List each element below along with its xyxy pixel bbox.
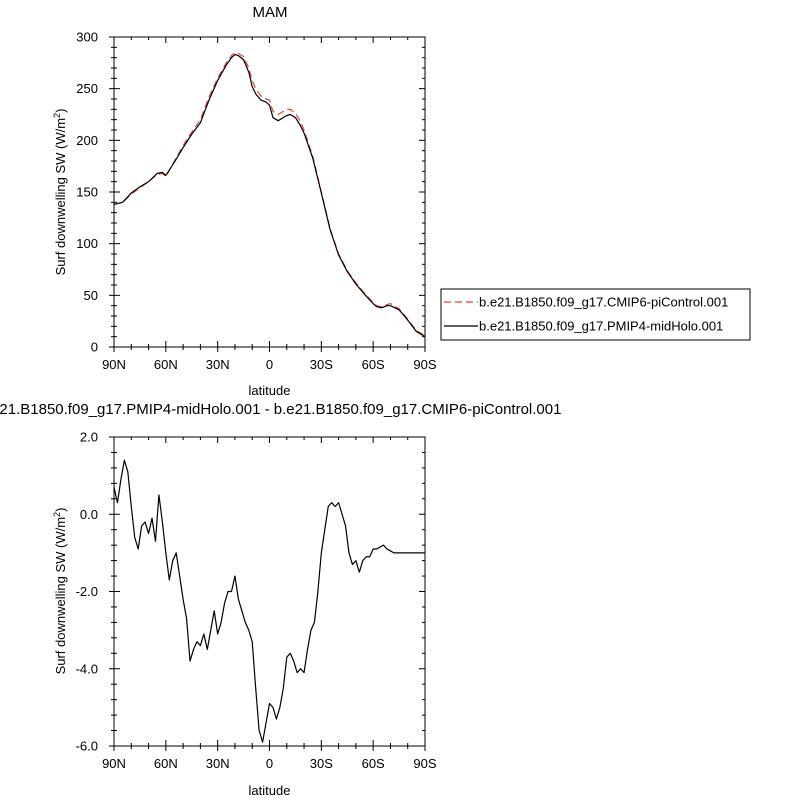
y-tick-label: 50 [84, 288, 98, 303]
x-tick-label: 90S [413, 357, 436, 372]
bottom-plot-area: 90N 60N 30N 0 30S 60S 90S 2.0 0.0 -2.0 -4.0 -6.0 [76, 430, 437, 772]
x-tick-label: 90N [102, 357, 126, 372]
y-tick-label: 0.0 [80, 507, 98, 522]
y-tick-label: -6.0 [76, 739, 98, 754]
y-tick-label: 200 [76, 133, 98, 148]
bottom-panel: b.e21.B1850.f09_g17.PMIP4-midHolo.001 - … [0, 401, 561, 798]
bottom-title: b.e21.B1850.f09_g17.PMIP4-midHolo.001 - … [0, 401, 561, 418]
top-y-axis-label-sup: 2 [52, 113, 62, 118]
top-legend: b.e21.B1850.f09_g17.CMIP6-piControl.001 … [440, 288, 751, 341]
legend-label-midholo: b.e21.B1850.f09_g17.PMIP4-midHolo.001 [479, 319, 723, 334]
y-tick-label: 300 [76, 30, 98, 45]
x-tick-label: 30S [310, 756, 333, 771]
bottom-y-axis-label-close: ) [53, 508, 68, 512]
legend-box [440, 288, 751, 341]
bottom-x-axis-label: latitude [249, 783, 291, 798]
y-tick-label: 250 [76, 81, 98, 96]
top-y-axis-label-text: Surf downwelling SW (W/m [53, 118, 68, 275]
top-plot-area: 90N 60N 30N 0 30S 60S 90S 0 50 100 150 200 250 300 [76, 30, 437, 373]
x-tick-label: 90N [102, 756, 126, 771]
bottom-y-axis-label-text: Surf downwelling SW (W/m [53, 517, 68, 674]
x-tick-label: 30N [206, 756, 230, 771]
top-y-axis-label-close: ) [53, 109, 68, 113]
top-x-axis-label: latitude [249, 383, 291, 398]
y-tick-label: 2.0 [80, 430, 98, 445]
x-tick-label: 30S [310, 357, 333, 372]
series-line-1-0 [113, 459, 425, 743]
series-line-0-1 [113, 53, 426, 338]
x-tick-label: 60S [362, 756, 385, 771]
top-title: MAM [253, 4, 288, 21]
series-line-0-0 [113, 51, 426, 337]
x-tick-label: 30N [206, 357, 230, 372]
bottom-y-axis-label: Surf downwelling SW (W/m2) [52, 508, 68, 675]
y-tick-label: 100 [76, 236, 98, 251]
y-tick-label: -2.0 [76, 584, 98, 599]
x-tick-label: 90S [413, 756, 436, 771]
x-tick-label: 0 [266, 357, 273, 372]
y-tick-label: 0 [91, 340, 98, 355]
y-tick-label: -4.0 [76, 661, 98, 676]
legend-label-picontrol: b.e21.B1850.f09_g17.CMIP6-piControl.001 [479, 295, 728, 310]
x-tick-label: 0 [266, 756, 273, 771]
bottom-plot-frame [113, 436, 426, 747]
top-y-axis-label: Surf downwelling SW (W/m2) [52, 109, 68, 276]
bottom-y-axis-label-sup: 2 [52, 512, 62, 517]
x-tick-label: 60S [362, 357, 385, 372]
top-panel: MAM 90N 60N 30N 0 30S 60S 90S 0 50 100 150 200 250 30… [52, 4, 751, 398]
y-tick-label: 150 [76, 185, 98, 200]
x-tick-label: 60N [154, 357, 178, 372]
x-tick-label: 60N [154, 756, 178, 771]
top-plot-frame [113, 36, 426, 348]
